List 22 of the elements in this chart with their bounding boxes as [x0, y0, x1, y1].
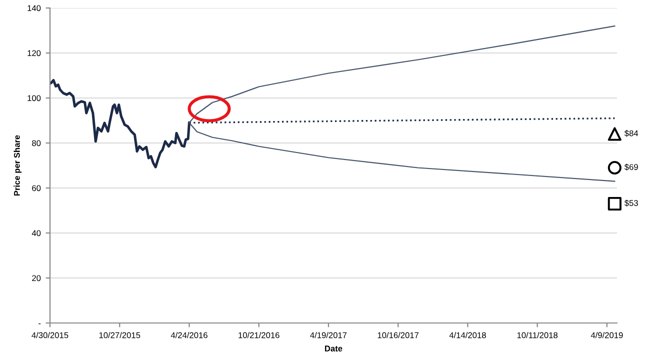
y-tick-label: 40: [32, 230, 41, 236]
x-axis-title: Date: [325, 346, 342, 352]
y-tick-label: 80: [32, 140, 41, 146]
y-tick-label: 100: [28, 95, 41, 102]
y-tick-label: 20: [32, 275, 41, 282]
x-tick-label: 4/24/2016: [170, 332, 208, 338]
x-tick-label: 4/30/2015: [32, 332, 68, 338]
data-label: $69: [624, 164, 638, 170]
y-tick-label: 140: [28, 5, 41, 12]
y-axis-title: Price per Share: [14, 135, 22, 196]
x-tick-label: 4/9/2019: [590, 332, 623, 338]
y-tick-label: 60: [32, 185, 41, 192]
x-tick-label: 10/21/2016: [238, 332, 280, 338]
data-label: $53: [624, 200, 638, 206]
x-tick-label: 10/16/2017: [378, 332, 419, 338]
x-tick-label: 4/19/2017: [310, 332, 347, 338]
y-tick-label: -: [38, 323, 41, 324]
y-tick-label: 120: [28, 50, 41, 56]
x-tick-label: 10/27/2015: [99, 332, 140, 338]
x-tick-label: 4/14/2018: [449, 332, 486, 338]
x-tick-label: 10/11/2018: [517, 332, 558, 338]
data-label: $84: [624, 130, 638, 137]
